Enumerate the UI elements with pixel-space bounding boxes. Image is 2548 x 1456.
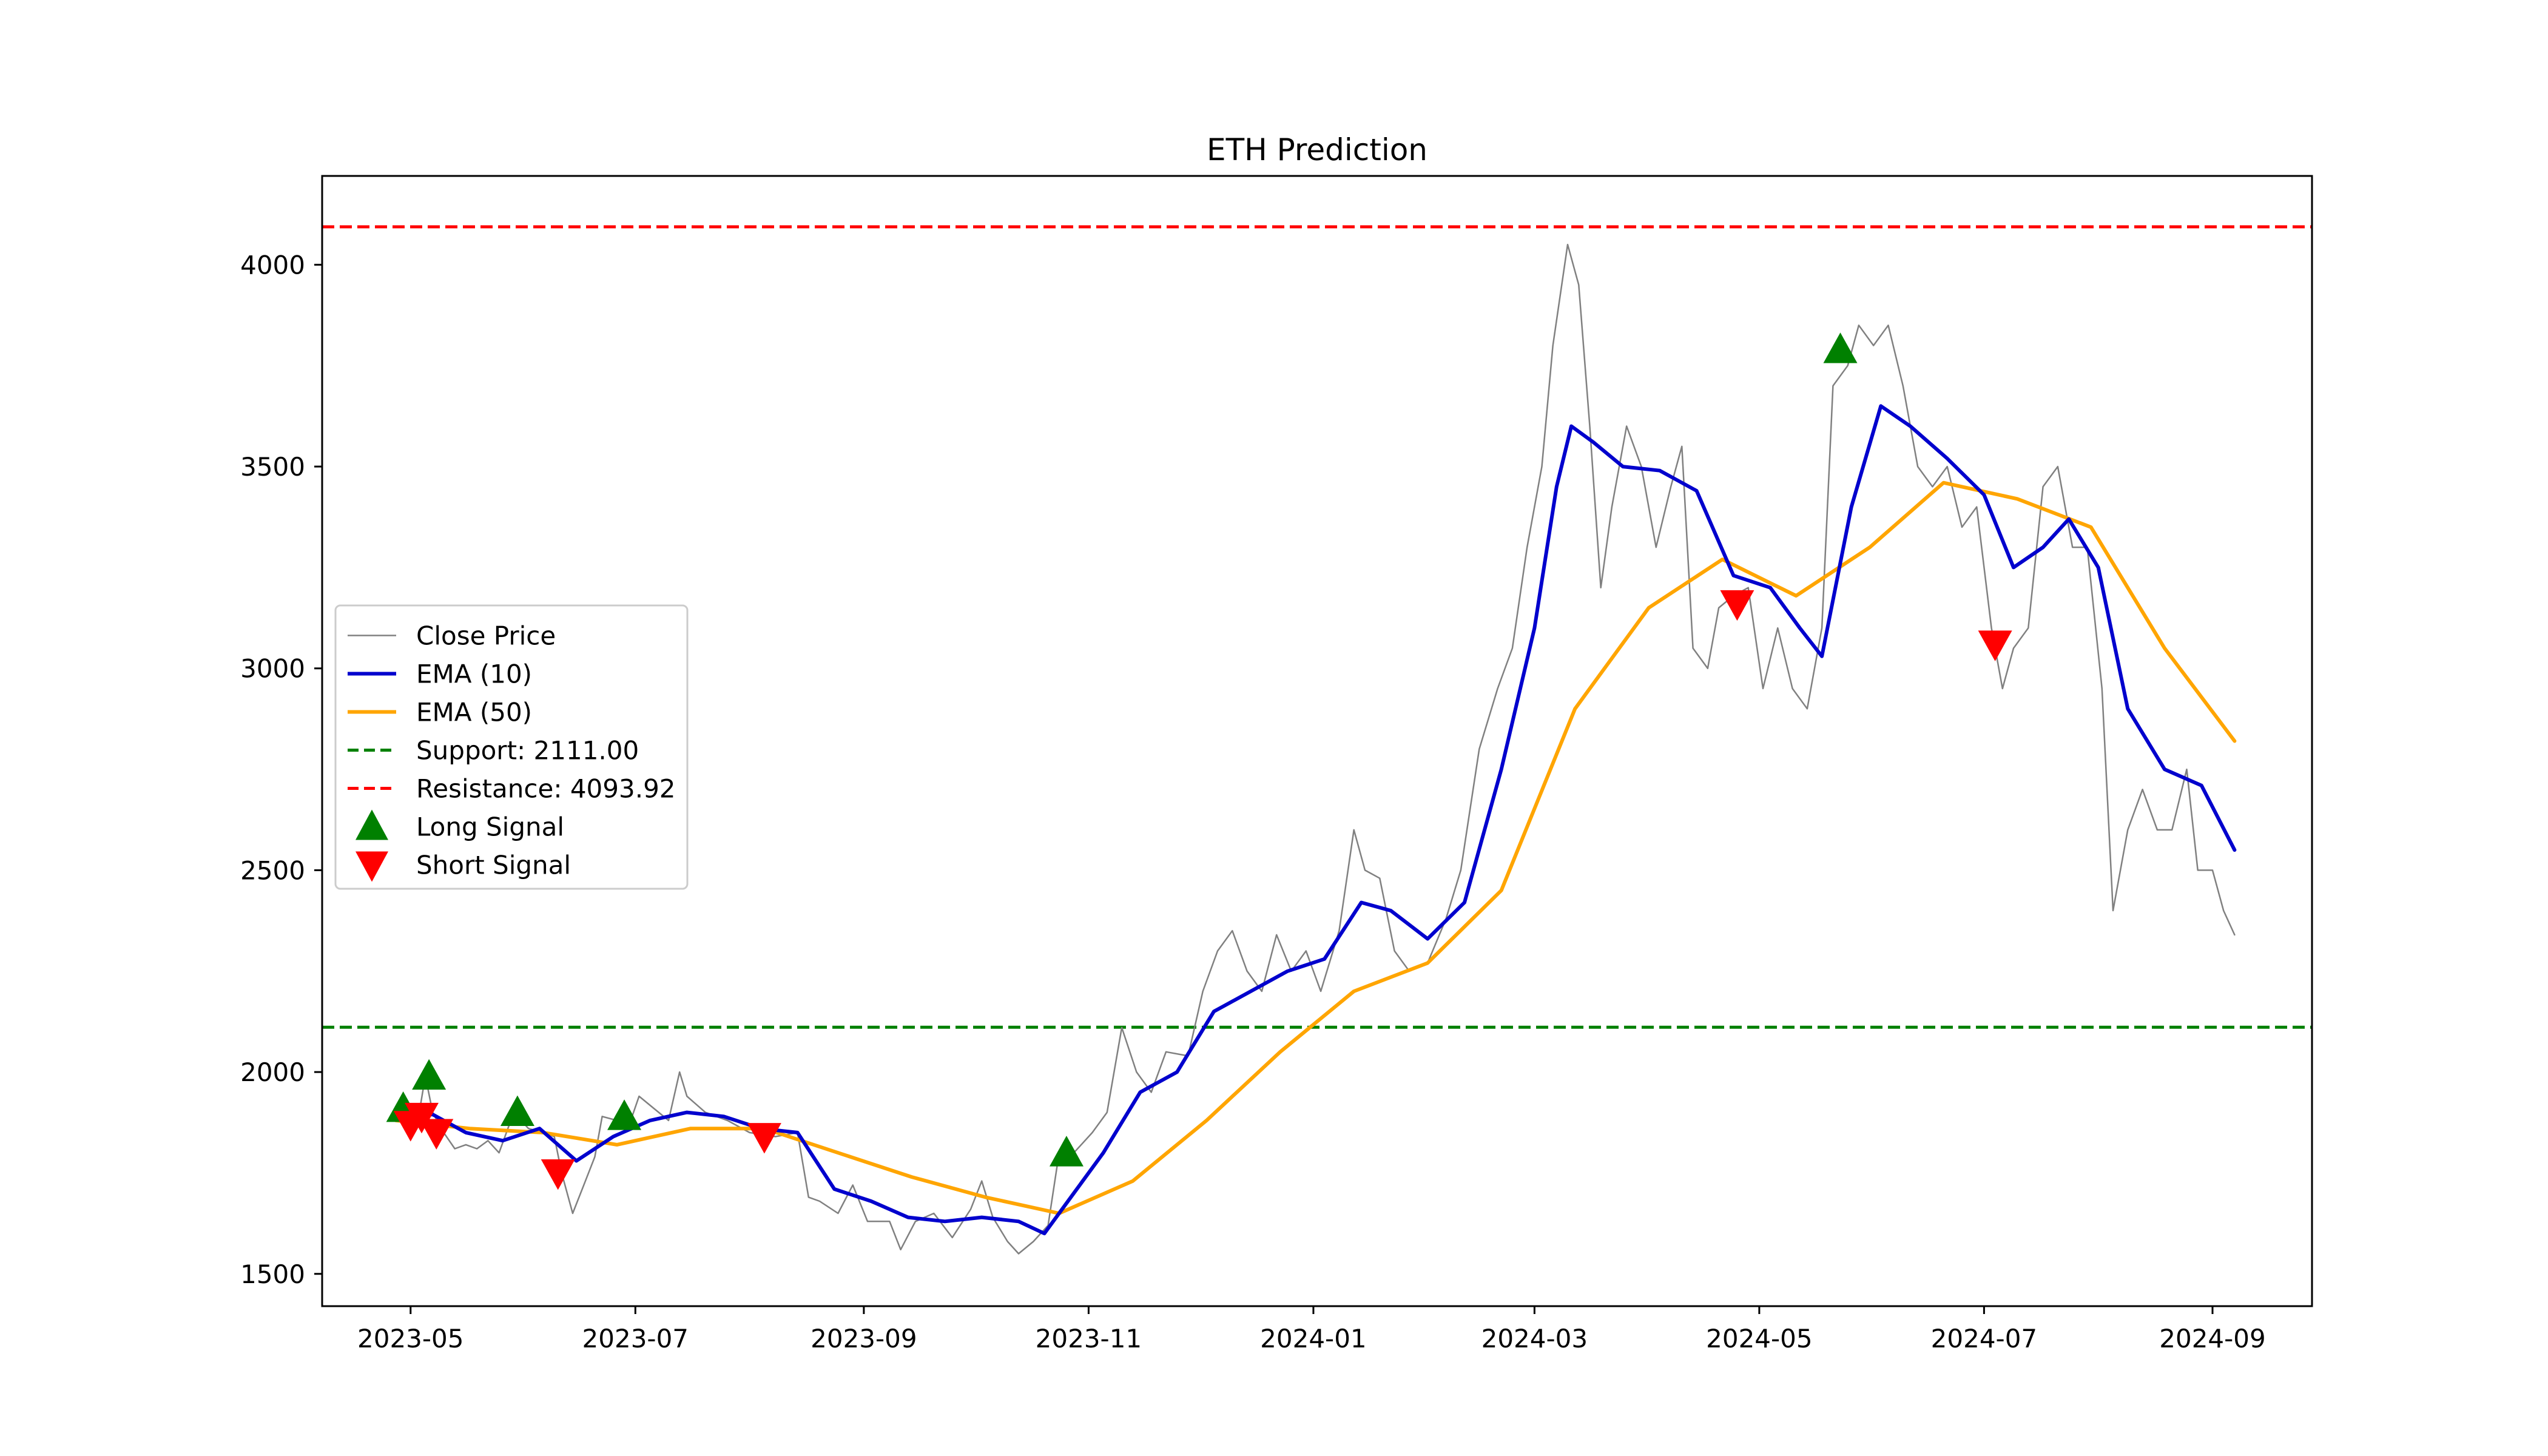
short-signal-marker	[1720, 590, 1754, 621]
x-tick-label: 2023-11	[1036, 1324, 1142, 1353]
short-signal-marker	[747, 1123, 781, 1154]
long-signal-marker	[500, 1095, 534, 1127]
x-tick-label: 2024-03	[1481, 1324, 1588, 1353]
plot-content	[322, 225, 2312, 1255]
x-tick-label: 2024-09	[2159, 1324, 2266, 1353]
y-tick-label: 2500	[240, 855, 305, 885]
legend-label: Close Price	[416, 621, 556, 651]
y-tick-label: 4000	[240, 250, 305, 280]
y-tick-label: 2000	[240, 1057, 305, 1087]
x-tick-label: 2023-05	[357, 1324, 464, 1353]
chart-title: ETH Prediction	[1207, 132, 1427, 167]
y-tick-label: 3500	[240, 452, 305, 482]
y-tick-label: 3000	[240, 654, 305, 684]
short-signal-marker	[405, 1102, 439, 1134]
legend-label: Support: 2111.00	[416, 736, 639, 766]
x-tick-label: 2024-05	[1706, 1324, 1813, 1353]
legend-label: EMA (50)	[416, 698, 532, 727]
long-signal-marker	[607, 1099, 642, 1130]
ema-50-line	[394, 480, 2237, 1215]
axes-frame	[321, 175, 2313, 1307]
legend-swatch-short	[356, 851, 388, 882]
ema-10-line	[394, 404, 2237, 1236]
legend-label: Resistance: 4093.92	[416, 774, 676, 804]
long-signal-marker	[1823, 332, 1858, 363]
plot-area: 2023-05 2023-07 2023-09 2023-11 2024-01 2024-…	[240, 175, 2313, 1353]
long-signal-marker	[1049, 1136, 1084, 1167]
legend: Close Price EMA (10) EMA (50) Support: 2111…	[334, 604, 689, 890]
x-tick-label: 2023-09	[811, 1324, 917, 1353]
close-price-line	[395, 243, 2236, 1255]
legend-label: EMA (10)	[416, 659, 532, 689]
legend-label: Long Signal	[416, 812, 564, 842]
legend-label: Short Signal	[416, 851, 571, 880]
x-tick-label: 2023-07	[582, 1324, 689, 1353]
legend-box	[334, 604, 689, 890]
long-signal-marker	[412, 1059, 447, 1090]
short-signal-marker	[541, 1159, 575, 1190]
short-signal-marker	[1978, 630, 2012, 661]
legend-swatch-long	[356, 809, 388, 840]
x-tick-label: 2024-07	[1931, 1324, 2038, 1353]
x-tick-label: 2024-01	[1260, 1324, 1367, 1353]
y-tick-label: 1500	[240, 1259, 305, 1289]
short-signal-marker	[419, 1119, 454, 1150]
